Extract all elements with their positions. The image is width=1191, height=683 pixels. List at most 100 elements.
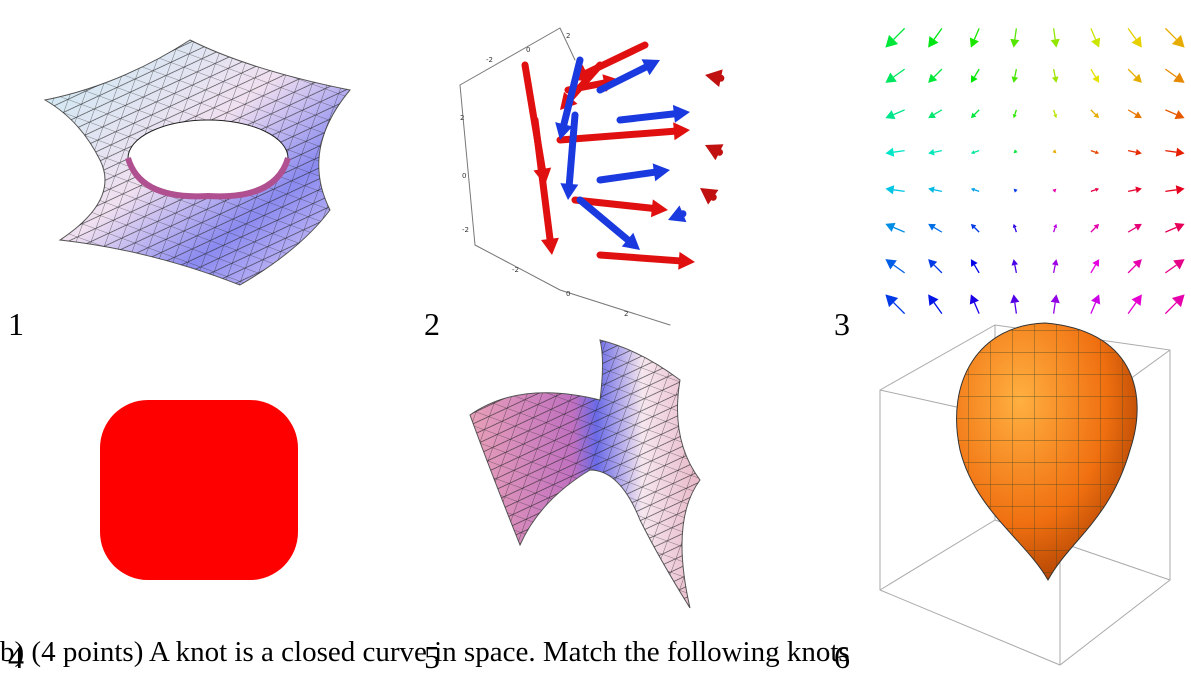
arrow-head [541,238,559,255]
tick-label: -2 [462,226,469,234]
arrow-shaft [934,190,942,192]
arrow-head [1135,149,1142,156]
arrow-shaft [535,120,550,239]
arrow-head [928,149,935,156]
arrow-head [651,199,668,217]
arrow-shaft [894,110,905,115]
arrow-shaft [1015,110,1017,115]
arrow-shaft [1128,110,1136,115]
arrow-head [1052,189,1056,193]
arrow-shaft [1165,110,1176,115]
arrow-shaft [1054,265,1056,273]
arrow-head [928,36,938,47]
arrow-shaft [1128,69,1136,77]
question-text: b) (4 points) A knot is a closed curve i… [0,636,850,669]
arrow-head [1014,149,1018,153]
surface-5 [470,340,700,608]
arrow-shaft [1165,227,1176,232]
arrow-shaft [1165,151,1176,153]
arrow-head [885,148,894,157]
arrow-head [1012,259,1019,266]
tick-label: 0 [526,46,530,54]
arrow-head [673,122,690,140]
panel-label: 1 [8,306,24,342]
arrow-head [678,252,695,270]
arrow-shaft [974,190,979,192]
arrow-head [1052,76,1059,83]
arrow-shaft [1015,303,1017,314]
arrow-head [1012,76,1019,83]
arrow-shaft [1165,69,1176,77]
tick-label: 2 [460,114,464,122]
arrow-shaft [934,69,942,77]
arrow-head [928,187,935,194]
arrow-head [885,72,896,82]
arrow-shaft [1128,190,1136,192]
arrow-head [1173,259,1184,269]
tick-label: 2 [624,310,628,318]
arrow-shaft [1015,69,1017,77]
arrow-head [1176,148,1185,157]
arrow-shaft [1091,151,1096,153]
arrow-shaft [1128,151,1136,153]
tick-label: -2 [512,266,519,274]
arrow-shaft [934,151,942,153]
tick-label: 2 [566,32,570,40]
arrow-shaft [894,190,905,192]
arrow-shaft [894,227,905,232]
arrow-head [928,294,938,305]
arrow-shaft [1128,265,1136,273]
arrow-shaft [1091,190,1096,192]
arrow-shaft [600,255,679,261]
arrow-head [1051,294,1060,303]
arrow-shaft [1165,303,1176,314]
arrow-shaft [894,151,905,153]
arrow-shaft [1054,69,1056,77]
arrow-shaft [934,110,942,115]
arrow-head [1135,187,1142,194]
arrow-shaft [600,172,654,180]
arrow-shaft [974,303,979,314]
arrow-shaft [1091,303,1096,314]
arrow-shaft [560,131,674,140]
arrow-shaft [894,28,905,39]
arrow-shaft [1054,303,1056,314]
arrow-shaft [974,265,979,273]
arrow-shaft [1091,110,1096,115]
arrow-shaft [1128,227,1136,232]
arrow-shaft [974,28,979,39]
arrow-head [1176,185,1185,194]
vector-field [885,28,1184,313]
arrow-head [653,163,670,181]
panel-label: 2 [424,306,440,342]
arrow-shaft [1128,303,1136,314]
arrow-shaft [894,265,905,273]
arrow-head [885,259,896,269]
arrow-shaft [1128,28,1136,39]
arrow-shaft [1054,110,1056,115]
arrow-shaft [894,69,905,77]
sphere-in-box [880,323,1170,665]
arrow-shaft [974,151,979,153]
tick-label: 0 [566,290,570,298]
arrow-shaft [974,110,979,115]
arrow-shaft [934,227,942,232]
arrow-head [1131,36,1141,47]
figure: 1 2 3 4 5 6 2 -2 0 2 0 -2 -2 0 2 [0,0,1191,683]
tick-label: -2 [486,56,493,64]
arrow-shaft [1015,227,1017,232]
arrow-head [1173,72,1184,82]
arrow-shaft [934,265,942,273]
vector-plot-3d [460,28,724,325]
arrow-shaft [894,303,905,314]
arrow-shaft [974,69,979,77]
arrow-shaft [1054,227,1056,232]
rounded-square [100,400,298,580]
arrow-shaft [1165,190,1176,192]
arrow-head [1010,294,1019,303]
page: 1 2 3 4 5 6 2 -2 0 2 0 -2 -2 0 2 b) (4 p… [0,0,1191,683]
arrow-shaft [1165,28,1176,39]
arrow-shaft [974,227,979,232]
surface-1 [45,40,350,285]
arrow-head [1052,259,1059,266]
